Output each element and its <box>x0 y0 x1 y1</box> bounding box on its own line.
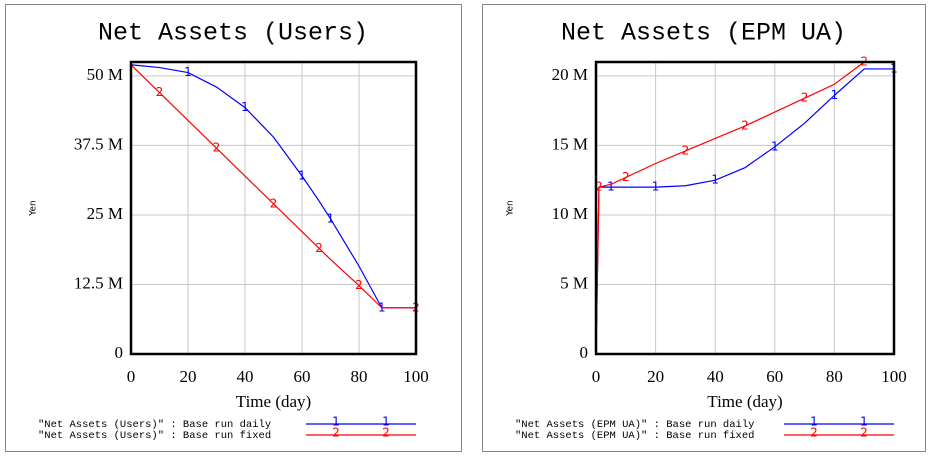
y-tick-label: 25 M <box>87 204 123 223</box>
panel-border <box>482 4 926 452</box>
x-tick-label: 20 <box>647 367 664 386</box>
line-marker: 2 <box>270 196 278 210</box>
line-marker: 1 <box>831 88 839 102</box>
x-tick-label: 60 <box>766 367 783 386</box>
y-tick-label: 0 <box>580 343 589 362</box>
y-tick-label: 20 M <box>552 65 588 84</box>
line-marker: 2 <box>682 143 690 157</box>
legend-marker: 2 <box>382 426 390 440</box>
plot-border <box>129 60 418 356</box>
line-marker: 1 <box>298 169 306 183</box>
y-axis-label: Yen <box>29 200 39 217</box>
legend-label: "Net Assets (Users)" : Base run daily <box>38 419 271 431</box>
x-tick-label: 100 <box>403 367 429 386</box>
data-line <box>595 68 894 355</box>
legend-marker: 1 <box>382 415 390 429</box>
legend-label: "Net Assets (EPM UA)" : Base run daily <box>515 419 754 431</box>
data-line <box>130 64 416 309</box>
legend-marker: 2 <box>860 426 868 440</box>
line-marker: 1 <box>241 100 249 114</box>
line-marker: 1 <box>184 65 192 79</box>
legend-marker: 2 <box>332 426 340 440</box>
y-tick-label: 50 M <box>87 65 123 84</box>
x-tick-label: 40 <box>707 367 724 386</box>
line-marker: 2 <box>595 180 603 194</box>
line-marker: 2 <box>801 91 809 105</box>
data-line <box>130 64 416 309</box>
line-marker: 2 <box>315 241 323 255</box>
chart-title: Net Assets (EPM UA) <box>561 19 846 48</box>
y-tick-label: 5 M <box>560 273 588 292</box>
y-tick-label: 10 M <box>552 204 588 223</box>
x-tick-label: 40 <box>237 367 254 386</box>
legend-marker: 1 <box>860 415 868 429</box>
line-marker: 1 <box>607 180 615 194</box>
data-line <box>595 61 894 355</box>
plot-border <box>594 60 896 356</box>
x-axis-label: Time (day) <box>236 392 311 411</box>
line-marker: 1 <box>652 180 660 194</box>
y-tick-label: 12.5 M <box>74 273 123 292</box>
x-tick-label: 0 <box>592 367 601 386</box>
line-marker: 1 <box>711 173 719 187</box>
line-marker: 2 <box>741 118 749 132</box>
line-marker: 2 <box>156 85 164 99</box>
line-marker: 1 <box>327 211 335 225</box>
x-tick-label: 0 <box>127 367 136 386</box>
line-marker: 2 <box>355 278 363 292</box>
legend-label: "Net Assets (Users)" : Base run fixed <box>38 430 271 442</box>
x-tick-label: 100 <box>881 367 907 386</box>
y-tick-label: 15 M <box>552 134 588 153</box>
x-tick-label: 20 <box>180 367 197 386</box>
x-tick-label: 80 <box>351 367 368 386</box>
legend-marker: 1 <box>810 415 818 429</box>
y-tick-label: 0 <box>115 343 124 362</box>
x-tick-label: 80 <box>826 367 843 386</box>
y-tick-label: 37.5 M <box>74 134 123 153</box>
line-marker: 2 <box>622 170 630 184</box>
y-axis-label: Yen <box>506 200 516 217</box>
line-marker: 2 <box>213 141 221 155</box>
panel-border <box>5 4 462 452</box>
legend-label: "Net Assets (EPM UA)" : Base run fixed <box>515 430 754 442</box>
legend-marker: 2 <box>810 426 818 440</box>
line-marker: 1 <box>771 139 779 153</box>
x-axis-label: Time (day) <box>707 392 782 411</box>
chart-title: Net Assets (Users) <box>98 19 368 48</box>
x-tick-label: 60 <box>294 367 311 386</box>
legend-marker: 1 <box>332 415 340 429</box>
